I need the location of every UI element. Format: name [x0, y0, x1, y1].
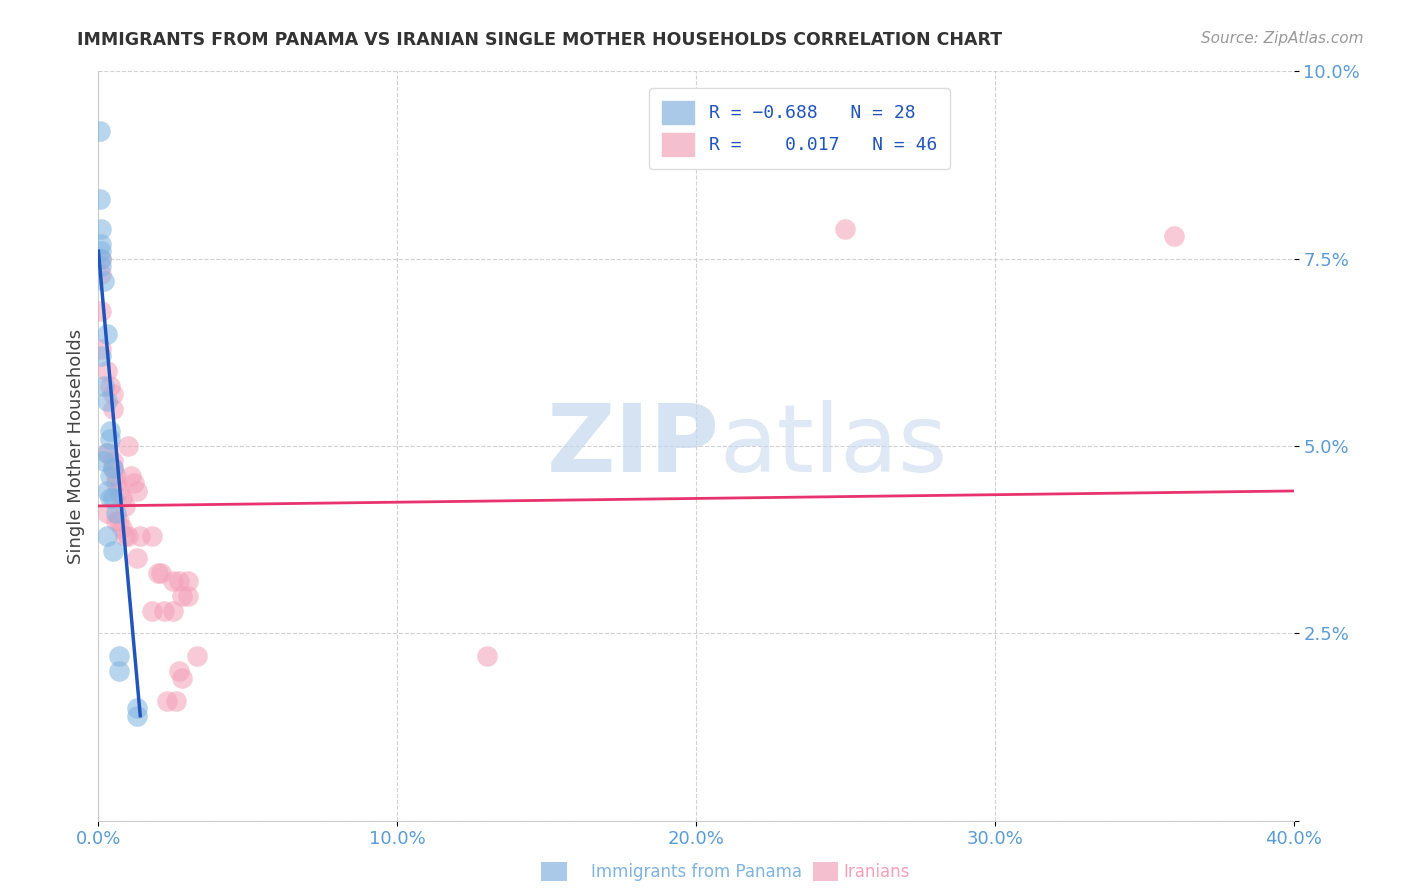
- Point: [103, 491, 125, 506]
- Point: [156, 694, 179, 708]
- Point: [103, 461, 125, 475]
- Point: [108, 648, 131, 663]
- Point: [177, 589, 200, 603]
- Point: [124, 476, 146, 491]
- Point: [167, 664, 190, 678]
- Point: [96, 483, 118, 498]
- Point: [90, 221, 112, 235]
- Point: [114, 529, 136, 543]
- Point: [127, 483, 149, 498]
- Point: [96, 394, 118, 409]
- Point: [127, 701, 149, 715]
- Text: ZIP: ZIP: [547, 400, 720, 492]
- Legend: R = −0.688   N = 28, R =    0.017   N = 46: R = −0.688 N = 28, R = 0.017 N = 46: [650, 88, 950, 169]
- Text: Iranians: Iranians: [844, 863, 910, 881]
- Point: [98, 432, 122, 446]
- Point: [90, 252, 112, 266]
- Point: [162, 604, 184, 618]
- Point: [117, 439, 139, 453]
- Point: [90, 304, 112, 318]
- Point: [103, 454, 125, 468]
- Point: [90, 259, 112, 273]
- Point: [98, 491, 122, 506]
- Point: [127, 551, 149, 566]
- Point: [117, 529, 139, 543]
- Point: [90, 349, 112, 363]
- Point: [111, 491, 134, 506]
- Point: [103, 544, 125, 558]
- Point: [90, 244, 112, 259]
- Point: [177, 574, 200, 588]
- Point: [127, 708, 149, 723]
- Point: [167, 574, 190, 588]
- Point: [103, 386, 125, 401]
- Point: [93, 454, 115, 468]
- Point: [108, 514, 131, 528]
- Text: Immigrants from Panama: Immigrants from Panama: [591, 863, 801, 881]
- Point: [105, 507, 128, 521]
- Point: [114, 499, 136, 513]
- Point: [90, 236, 112, 251]
- Point: [105, 476, 128, 491]
- Point: [105, 514, 128, 528]
- Point: [96, 326, 118, 341]
- Point: [120, 469, 142, 483]
- Point: [172, 671, 194, 685]
- Point: [98, 469, 122, 483]
- Point: [111, 521, 134, 535]
- Point: [834, 221, 856, 235]
- Y-axis label: Single Mother Households: Single Mother Households: [66, 328, 84, 564]
- Point: [98, 424, 122, 438]
- Point: [89, 124, 111, 138]
- Point: [105, 469, 128, 483]
- Point: [96, 507, 118, 521]
- Point: [93, 274, 115, 288]
- Point: [150, 566, 173, 581]
- Point: [89, 192, 111, 206]
- Point: [96, 364, 118, 378]
- Point: [103, 401, 125, 416]
- Point: [141, 529, 163, 543]
- Point: [108, 664, 131, 678]
- Point: [103, 461, 125, 475]
- Point: [90, 267, 112, 281]
- Point: [98, 379, 122, 393]
- Point: [172, 589, 194, 603]
- Text: atlas: atlas: [720, 400, 948, 492]
- Point: [1163, 229, 1185, 244]
- Text: IMMIGRANTS FROM PANAMA VS IRANIAN SINGLE MOTHER HOUSEHOLDS CORRELATION CHART: IMMIGRANTS FROM PANAMA VS IRANIAN SINGLE…: [77, 31, 1002, 49]
- Text: Source: ZipAtlas.com: Source: ZipAtlas.com: [1201, 31, 1364, 46]
- Point: [475, 648, 498, 663]
- Point: [96, 529, 118, 543]
- Point: [162, 574, 184, 588]
- Point: [90, 252, 112, 266]
- Point: [93, 379, 115, 393]
- Point: [165, 694, 187, 708]
- Point: [148, 566, 170, 581]
- Point: [141, 604, 163, 618]
- Point: [108, 483, 131, 498]
- Point: [186, 648, 208, 663]
- Point: [153, 604, 176, 618]
- Point: [96, 446, 118, 460]
- Point: [96, 446, 118, 460]
- Point: [129, 529, 152, 543]
- Point: [90, 342, 112, 356]
